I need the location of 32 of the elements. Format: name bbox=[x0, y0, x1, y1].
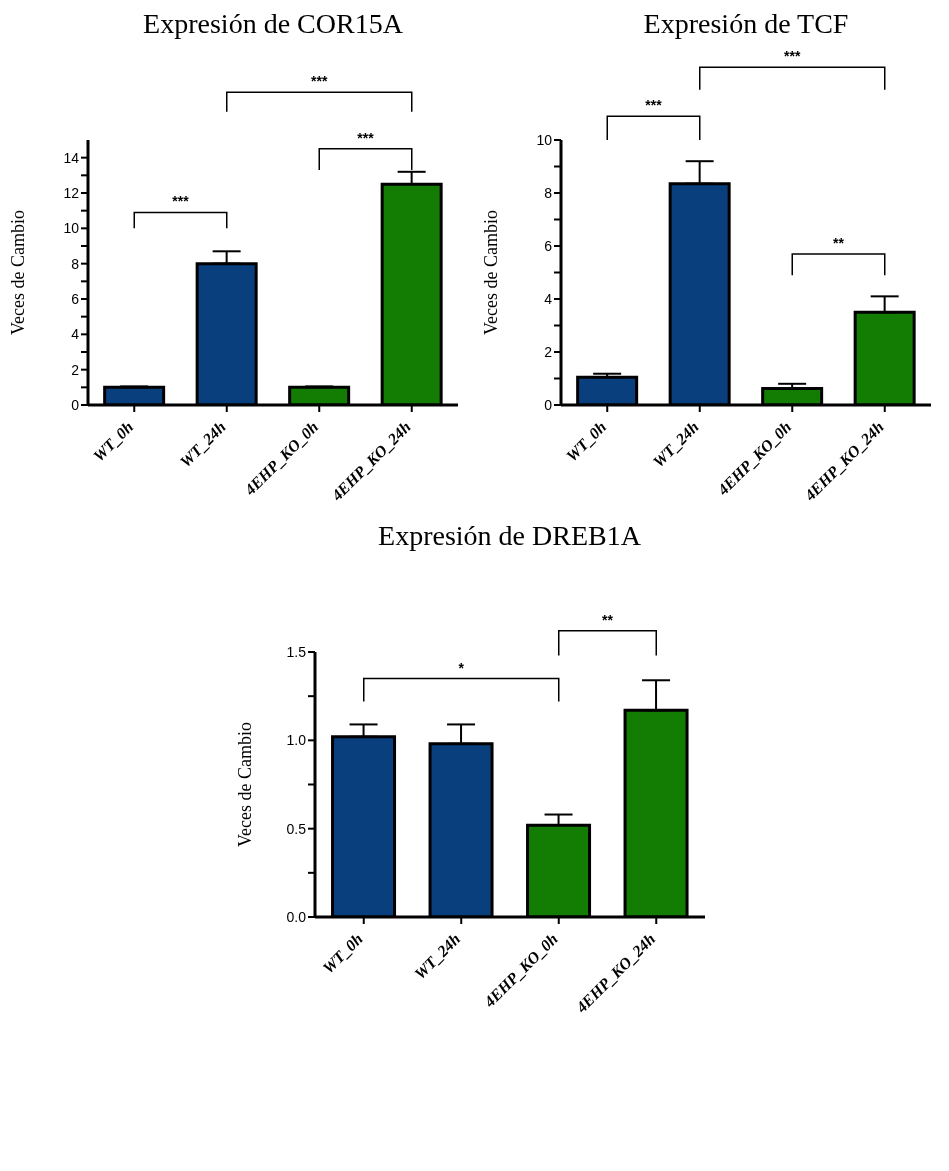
y-axis-title: Veces de Cambio bbox=[8, 210, 29, 335]
y-tick-label: 4 bbox=[71, 326, 80, 343]
y-tick-label: 0.5 bbox=[286, 820, 306, 837]
text: *** bbox=[645, 97, 663, 114]
y-tick-label: 10 bbox=[536, 131, 553, 148]
annotation: *** bbox=[357, 129, 375, 146]
annotation: *** bbox=[172, 193, 190, 210]
y-tick-label: 2 bbox=[71, 361, 80, 378]
chart-title: Expresión de COR15A bbox=[142, 8, 404, 40]
text: ** bbox=[601, 611, 613, 628]
y-axis-title: Veces de Cambio bbox=[234, 722, 255, 847]
text: *** bbox=[784, 48, 801, 65]
y-tick-label: 6 bbox=[544, 237, 553, 254]
y-tick-label: 0 bbox=[544, 396, 553, 413]
y-tick-label: 10 bbox=[63, 220, 80, 237]
chart-title: Expresión de DREB1A bbox=[377, 520, 642, 552]
y-tick-label: 4 bbox=[544, 290, 553, 307]
y-tick-label: 2 bbox=[544, 343, 553, 360]
y-tick-label: 0.0 bbox=[286, 908, 306, 925]
annotation: ** bbox=[833, 234, 845, 251]
y-tick-label: 1.5 bbox=[286, 643, 306, 660]
y-tick-label: 0 bbox=[71, 396, 80, 413]
y-tick-label: 14 bbox=[63, 149, 80, 166]
y-tick-label: 8 bbox=[71, 255, 80, 272]
y-tick-label: 8 bbox=[544, 184, 553, 201]
y-tick-label: 6 bbox=[71, 290, 80, 307]
y-tick-label: 1.0 bbox=[286, 732, 306, 749]
annotation: * bbox=[458, 659, 465, 676]
y-axis-title: Veces de Cambio bbox=[481, 210, 502, 335]
text: *** bbox=[311, 73, 328, 90]
chart-title: Expresión de TCF bbox=[642, 8, 850, 40]
y-tick-label: 12 bbox=[63, 184, 80, 201]
